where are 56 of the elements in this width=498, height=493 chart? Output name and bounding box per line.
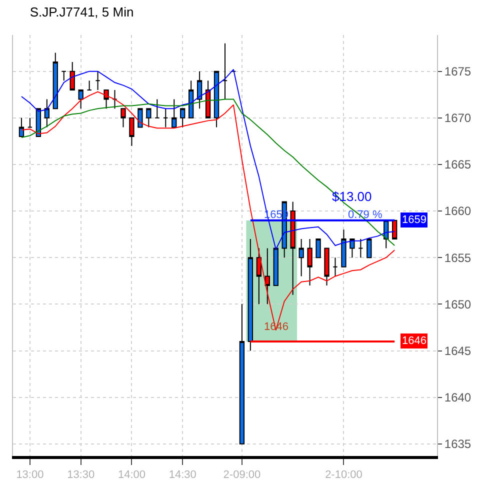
candlestick (307, 238, 312, 286)
x-tick-label: 14:30 (168, 469, 196, 482)
candlestick (316, 238, 321, 258)
candlestick (86, 80, 92, 90)
ref-line-label: 1646 (402, 335, 426, 347)
candlestick (112, 89, 118, 110)
line-series (20, 98, 396, 246)
candlestick (18, 117, 24, 138)
x-tick-label: 13:00 (16, 469, 44, 482)
candlestick (222, 42, 228, 100)
line-series (20, 68, 396, 250)
y-tick-label: 1670 (444, 111, 472, 126)
candlestick (138, 108, 143, 128)
candlestick (248, 238, 254, 352)
candlestick (366, 238, 372, 258)
x-tick-label: 2-10:00 (325, 469, 362, 482)
candlestick (172, 98, 177, 128)
candlestick (358, 238, 364, 258)
y-tick-label: 1640 (444, 390, 472, 405)
candlestick (188, 80, 194, 118)
x-tick-label: 14:00 (118, 469, 146, 482)
candlestick (120, 108, 126, 128)
chart-title: S.JP.J7741, 5 Min (30, 4, 134, 20)
candlestick (264, 248, 270, 305)
candlestick (78, 89, 84, 110)
candlestick (273, 248, 278, 286)
x-tick-label: 13:30 (67, 469, 95, 482)
candlestick (196, 70, 202, 110)
candlestick (27, 117, 33, 128)
candlestick (154, 98, 160, 118)
candlestick (70, 62, 75, 90)
x-tick-label: 2-09:00 (223, 469, 261, 482)
y-tick-label: 1660 (444, 204, 472, 218)
candlestick (298, 238, 304, 277)
candlestick (146, 108, 152, 128)
y-tick-label: 1675 (444, 64, 472, 79)
y-tick-label: 1655 (444, 250, 472, 265)
candlestick (256, 248, 262, 305)
y-tick-label: 1645 (444, 344, 472, 358)
candlestick (52, 52, 58, 110)
candlestick (163, 108, 168, 128)
candlestick (44, 98, 50, 128)
ref-line-label: 1659 (402, 214, 426, 226)
y-tick-label: 1650 (444, 297, 472, 312)
candlestick (324, 248, 330, 286)
candlestick (61, 70, 66, 82)
candlestick (332, 257, 338, 277)
candlestick (214, 70, 220, 128)
candlestick (180, 108, 186, 128)
candlestick (350, 238, 355, 258)
candlestick (129, 117, 134, 146)
candlestick (290, 201, 296, 296)
y-tick-label: 1635 (444, 437, 472, 452)
candlestick (341, 229, 346, 268)
y-tick-label: 1665 (444, 158, 472, 172)
candlestick (95, 70, 100, 90)
